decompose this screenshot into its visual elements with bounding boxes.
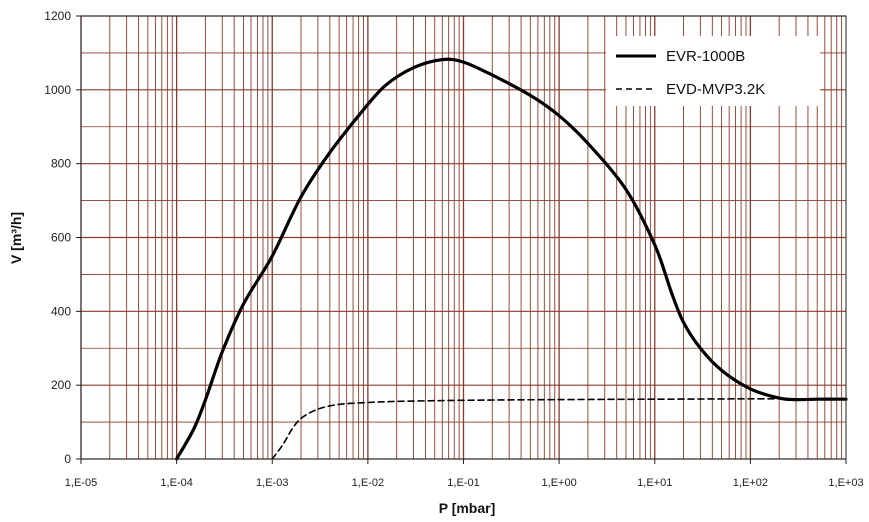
- y-tick-label: 400: [51, 304, 71, 318]
- x-tick-label: 1,E+03: [828, 477, 863, 489]
- series-line-evr-1000b: [175, 57, 848, 461]
- x-tick-label: 1,E-05: [65, 477, 97, 489]
- y-tick-label: 1200: [44, 9, 71, 23]
- axes: 0 200 400 600 800 1000 1200 1,E-05 1,E-04 1,E-03 1…: [44, 9, 863, 489]
- x-tick-label: 1,E-04: [160, 477, 192, 489]
- y-tick-label: 0: [64, 452, 71, 466]
- y-tick-label: 800: [51, 157, 71, 171]
- y-tick-label: 200: [51, 378, 71, 392]
- legend-label-evr-1000b: EVR-1000B: [666, 48, 745, 65]
- y-tick-label: 1000: [44, 83, 71, 97]
- x-tick-label: 1,E+02: [733, 477, 768, 489]
- x-tick-label: 1,E-01: [447, 477, 479, 489]
- x-tick-label: 1,E+00: [542, 477, 577, 489]
- x-tick-label: 1,E-03: [256, 477, 288, 489]
- legend: EVR-1000B EVD-MVP3.2K: [606, 36, 820, 106]
- x-tick-label: 1,E+01: [637, 477, 672, 489]
- legend-label-evd-mvp3-2k: EVD-MVP3.2K: [666, 81, 765, 98]
- y-tick-label: 600: [51, 231, 71, 245]
- series-lines: [175, 57, 848, 461]
- legend-box: [606, 36, 820, 106]
- x-axis-title: P [mbar]: [439, 500, 496, 516]
- y-axis-title: V [m³/h]: [8, 212, 24, 264]
- x-tick-label: 1,E-02: [352, 477, 384, 489]
